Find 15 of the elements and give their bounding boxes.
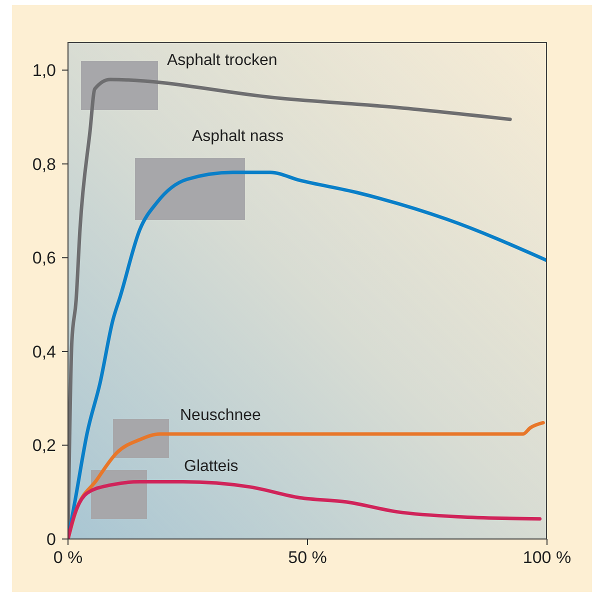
y-tick-label: 1,0	[32, 61, 56, 80]
y-tick-label: 0,4	[32, 342, 56, 362]
x-tick-label: 100 %	[522, 548, 572, 568]
series-label: Neuschnee	[180, 407, 261, 425]
x-tick-label: 0 %	[53, 548, 83, 568]
series-label: Asphalt trocken	[167, 52, 278, 70]
x-tick-label: 50 %	[288, 548, 327, 568]
y-tick-label: 0,6	[32, 248, 56, 268]
y-tick-label: 0	[46, 530, 56, 549]
y-tick-label: 0,2	[32, 436, 56, 456]
line-series	[68, 420, 545, 539]
line-series	[68, 480, 542, 539]
series-label: Asphalt nass	[192, 128, 284, 146]
series-label: Glatteis	[184, 458, 238, 476]
y-tick-label: 0,8	[32, 154, 56, 174]
